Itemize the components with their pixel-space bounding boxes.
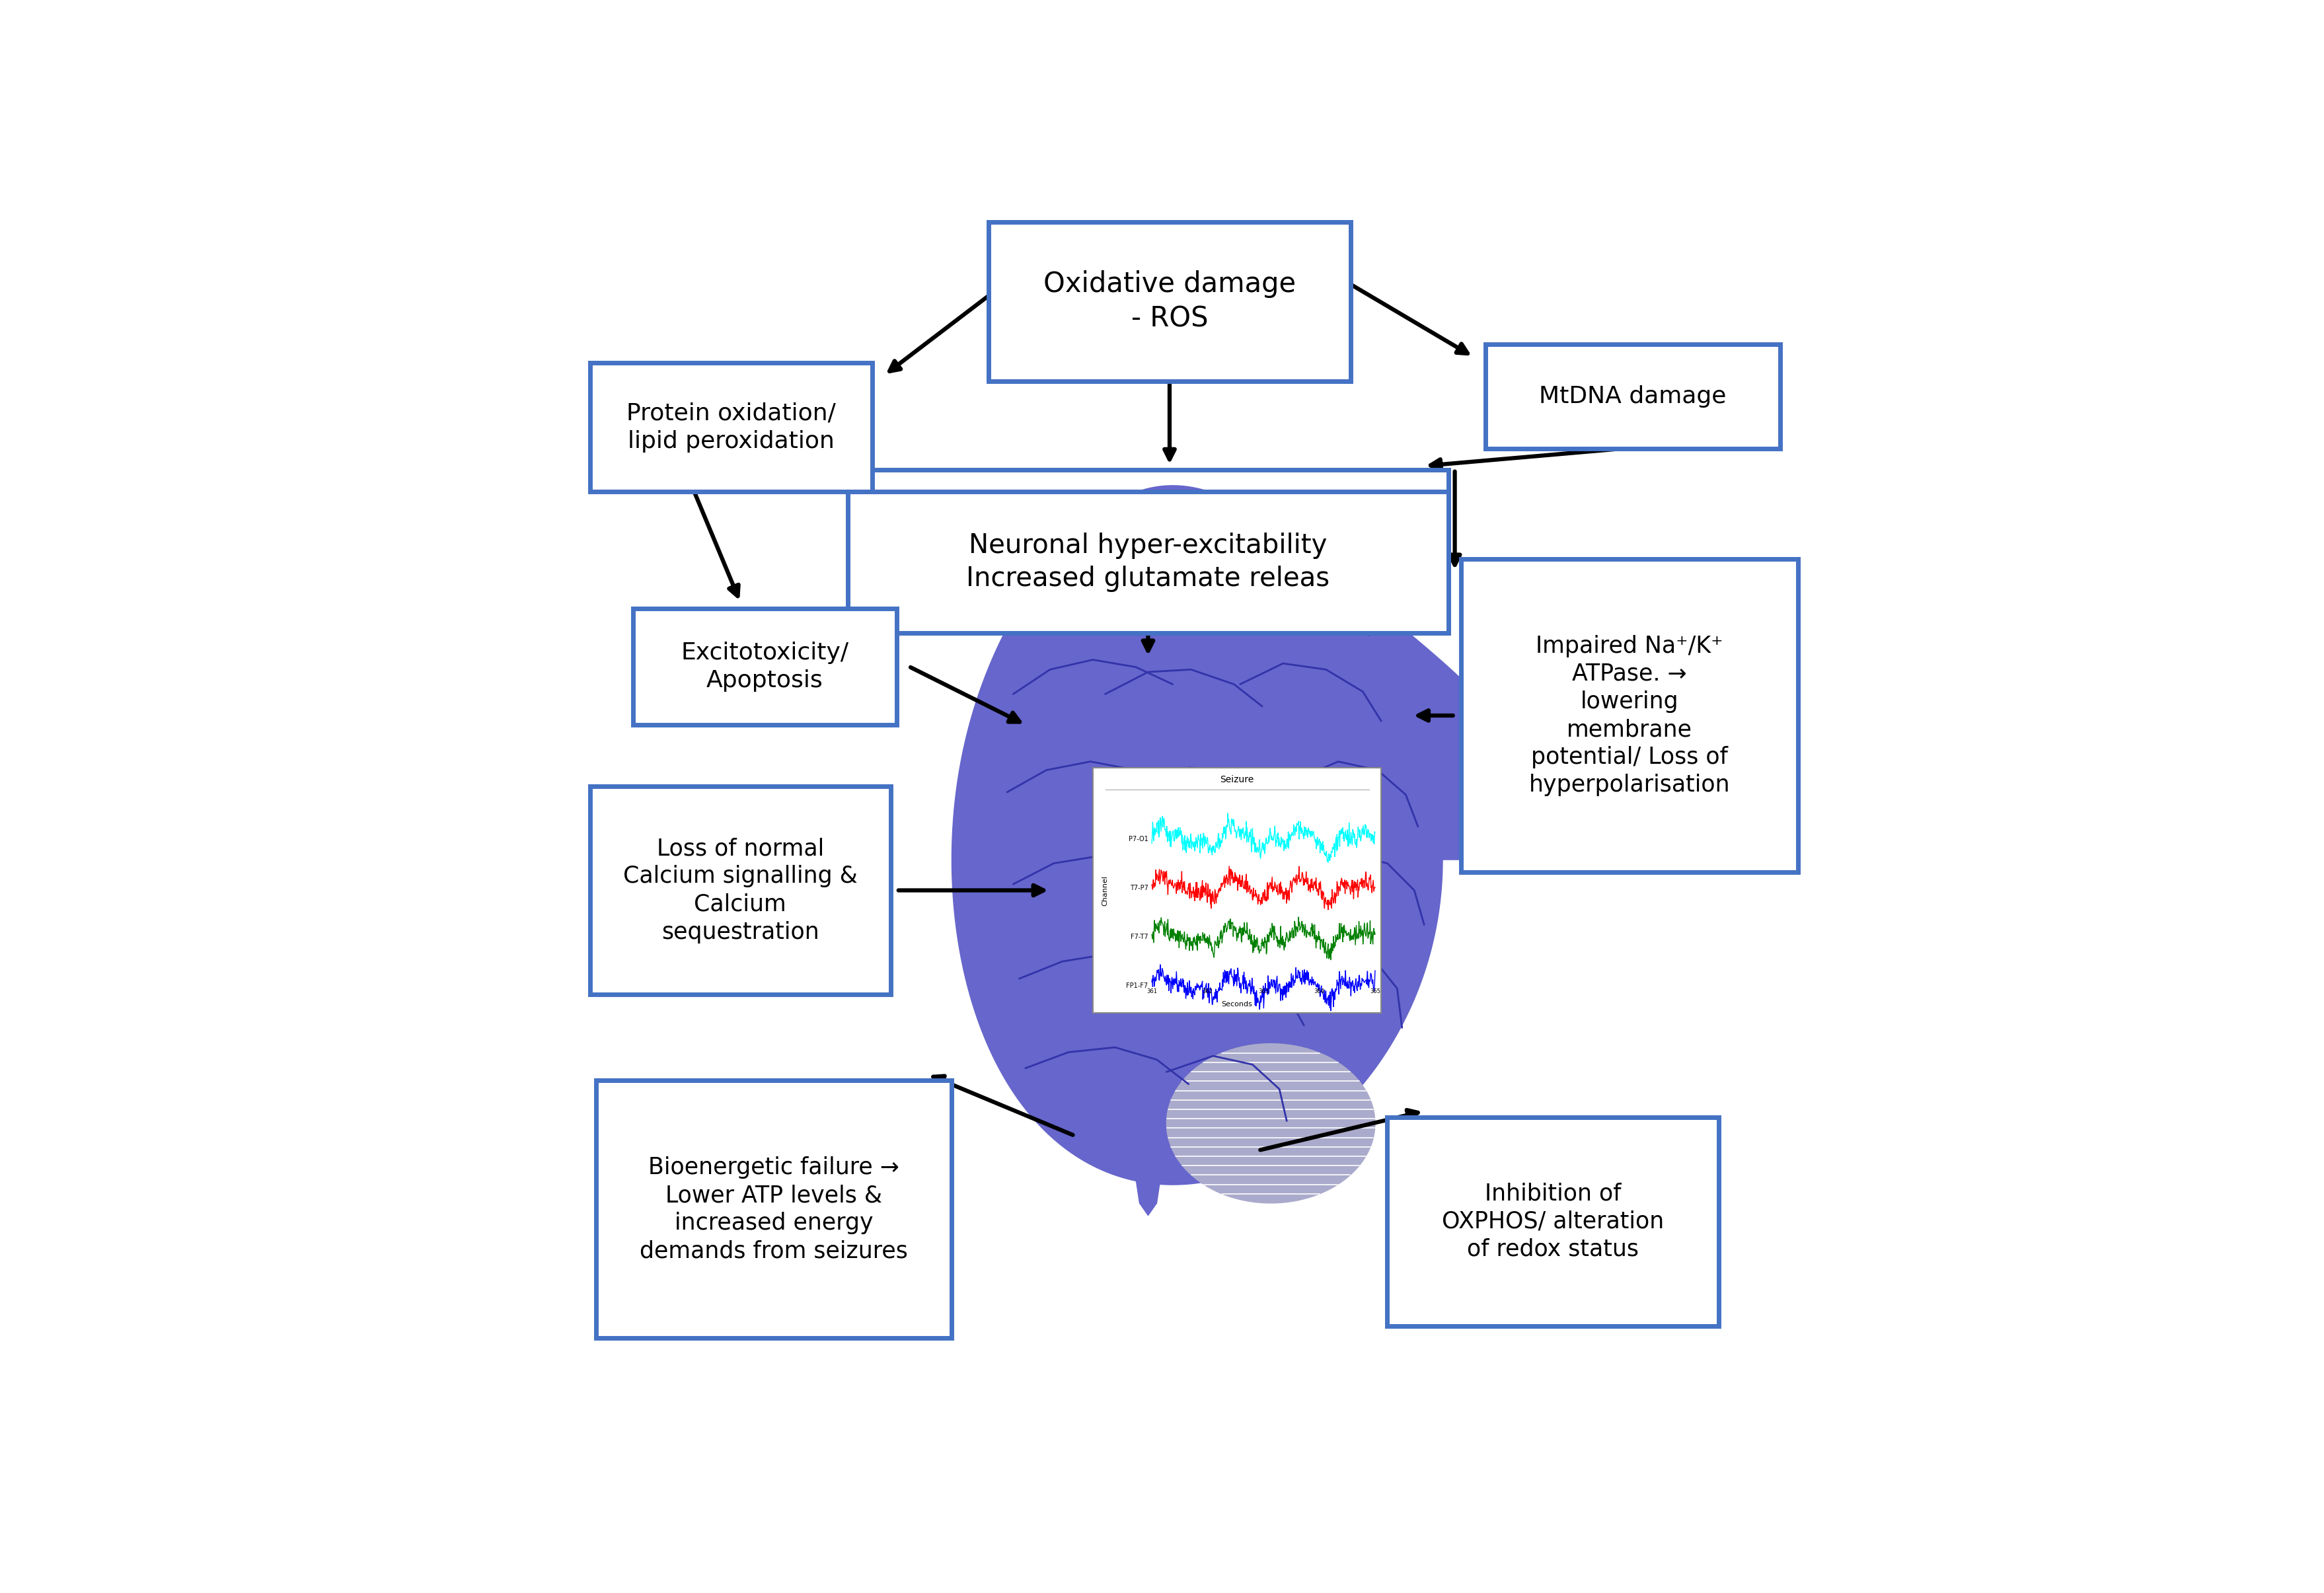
FancyBboxPatch shape (590, 363, 872, 492)
Text: 365: 365 (1369, 988, 1380, 994)
FancyBboxPatch shape (1387, 1117, 1717, 1325)
FancyBboxPatch shape (848, 492, 1448, 632)
Text: Seconds: Seconds (1222, 1000, 1253, 1007)
Text: Inhibition of
OXPHOS/ alteration
of redox status: Inhibition of OXPHOS/ alteration of redo… (1441, 1182, 1664, 1260)
Text: Seizure: Seizure (1220, 776, 1255, 784)
Polygon shape (953, 486, 1529, 1185)
Polygon shape (1136, 1153, 1160, 1215)
Text: T7-P7: T7-P7 (1129, 884, 1148, 890)
Text: Channel: Channel (1102, 875, 1109, 905)
FancyBboxPatch shape (1485, 344, 1780, 449)
Polygon shape (1167, 1043, 1376, 1203)
Text: F7-T7: F7-T7 (1129, 933, 1148, 940)
Text: Loss of normal
Calcium signalling &
Calcium
sequestration: Loss of normal Calcium signalling & Calc… (623, 838, 858, 943)
FancyBboxPatch shape (1462, 559, 1799, 871)
FancyBboxPatch shape (590, 785, 890, 994)
Text: Protein oxidation/
lipid peroxidation: Protein oxidation/ lipid peroxidation (627, 401, 837, 452)
Text: P7-O1: P7-O1 (1129, 835, 1148, 843)
Text: 363: 363 (1257, 988, 1269, 994)
Text: FP1-F7: FP1-F7 (1127, 983, 1148, 989)
Text: 362: 362 (1202, 988, 1213, 994)
Text: Bioenergetic failure →
Lower ATP levels &
increased energy
demands from seizures: Bioenergetic failure → Lower ATP levels … (639, 1157, 909, 1262)
Text: Neuronal hyper-excitability
Increased glutamate releas: Neuronal hyper-excitability Increased gl… (967, 532, 1329, 591)
FancyBboxPatch shape (1092, 768, 1380, 1013)
FancyBboxPatch shape (632, 609, 897, 725)
Text: Oxidative damage
- ROS: Oxidative damage - ROS (1043, 271, 1297, 333)
Text: Excitotoxicity/
Apoptosis: Excitotoxicity/ Apoptosis (681, 642, 848, 691)
Text: Impaired Na⁺/K⁺
ATPase. →
lowering
membrane
potential/ Loss of
hyperpolarisation: Impaired Na⁺/K⁺ ATPase. → lowering membr… (1529, 634, 1731, 796)
Text: MtDNA damage: MtDNA damage (1538, 386, 1727, 408)
FancyBboxPatch shape (988, 221, 1350, 381)
FancyBboxPatch shape (595, 1080, 953, 1338)
Text: 361: 361 (1146, 988, 1157, 994)
Text: 364: 364 (1313, 988, 1325, 994)
